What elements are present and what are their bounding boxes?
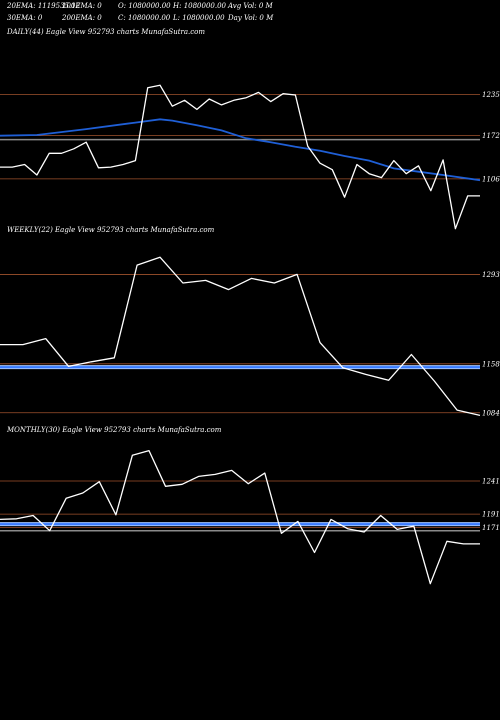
- stat-high: H: 1080000.00: [173, 2, 226, 10]
- stat-open: O: 1080000.00: [118, 2, 171, 10]
- stat-20ema: 20EMA: 1119535.12: [7, 2, 81, 10]
- weekly-level-label-1: 1158: [482, 360, 500, 368]
- daily-panel: 1235 1172 1106: [0, 84, 500, 230]
- weekly-level-label-2: 1084: [482, 409, 500, 417]
- daily-panel-title: DAILY(44) Eagle View 952793 charts Munaf…: [7, 28, 206, 36]
- stat-day-vol: Day Vol: 0 M: [228, 14, 274, 22]
- monthly-price-line: [0, 449, 480, 585]
- stat-close: C: 1080000.00: [118, 14, 171, 22]
- daily-ema-line: [0, 118, 481, 182]
- monthly-panel: 1241 1191 1171: [0, 449, 500, 585]
- stat-avg-vol: Avg Vol: 0 M: [228, 2, 273, 10]
- daily-level-label-3: 1106: [482, 175, 500, 183]
- monthly-panel-title: MONTHLY(30) Eagle View 952793 charts Mun…: [7, 426, 222, 434]
- stat-200ema: 200EMA: 0: [62, 14, 102, 22]
- daily-price-line: [0, 84, 480, 230]
- daily-level-label-1: 1172: [482, 132, 500, 140]
- weekly-panel: 1293 1158 1084: [0, 256, 500, 417]
- weekly-price-line: [0, 256, 481, 417]
- daily-level-label-0: 1235: [482, 91, 500, 99]
- stat-low: L: 1080000.00: [173, 14, 225, 22]
- stat-30ema: 30EMA: 0: [7, 14, 43, 22]
- weekly-panel-title: WEEKLY(22) Eagle View 952793 charts Muna…: [7, 226, 215, 234]
- stat-100ema: 100EMA: 0: [62, 2, 102, 10]
- monthly-level-label-2: 1171: [482, 524, 500, 532]
- weekly-level-label-0: 1293: [482, 271, 500, 279]
- monthly-level-label-0: 1241: [482, 478, 500, 486]
- monthly-level-label-1: 1191: [482, 511, 500, 519]
